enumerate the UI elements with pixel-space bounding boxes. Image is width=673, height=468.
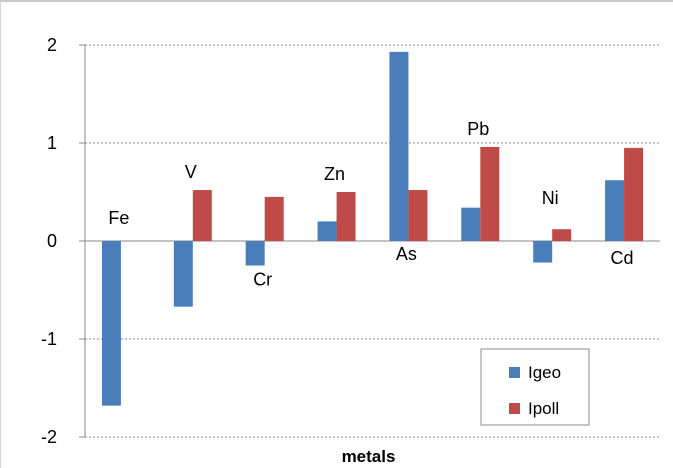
legend-label: Igeo [528,363,561,382]
bar-igeo-zn [317,221,337,241]
bar-igeo-v [173,241,193,307]
category-label: Cd [611,248,634,268]
bar-igeo-pb [461,207,481,241]
y-tick-label: 1 [47,133,57,153]
bar-ipoll-v [192,190,212,241]
bar-ipoll-pb [480,146,500,241]
bar-ipoll-cr [264,196,284,241]
category-label: V [185,162,197,182]
x-axis-title: metals [342,447,396,466]
bar-igeo-ni [533,241,553,263]
y-tick-label: -1 [41,329,57,349]
category-label: As [396,244,417,264]
legend-box [480,348,590,426]
bar-igeo-fe [101,241,121,406]
bar-igeo-cr [245,241,265,266]
category-label: Pb [467,119,489,139]
bar-ipoll-cd [624,147,644,241]
category-label: Ni [542,188,559,208]
legend-swatch [509,403,520,414]
bar-igeo-as [389,51,409,241]
y-tick-label: -2 [41,427,57,447]
category-label: Cr [253,270,272,290]
category-labels: Fe V Cr Zn As Pb Ni Cd [108,119,633,290]
bar-ipoll-zn [336,192,356,241]
bar-ipoll-ni [552,229,572,241]
category-label: Zn [324,164,345,184]
legend: Igeo Ipoll [480,348,590,426]
y-tick-label: 0 [47,231,57,251]
category-label: Fe [108,208,129,228]
bar-igeo-cd [605,180,625,241]
bars [101,51,644,406]
legend-swatch [509,367,520,378]
legend-label: Ipoll [528,399,559,418]
bar-ipoll-as [408,190,428,241]
y-tick-label: 2 [47,35,57,55]
